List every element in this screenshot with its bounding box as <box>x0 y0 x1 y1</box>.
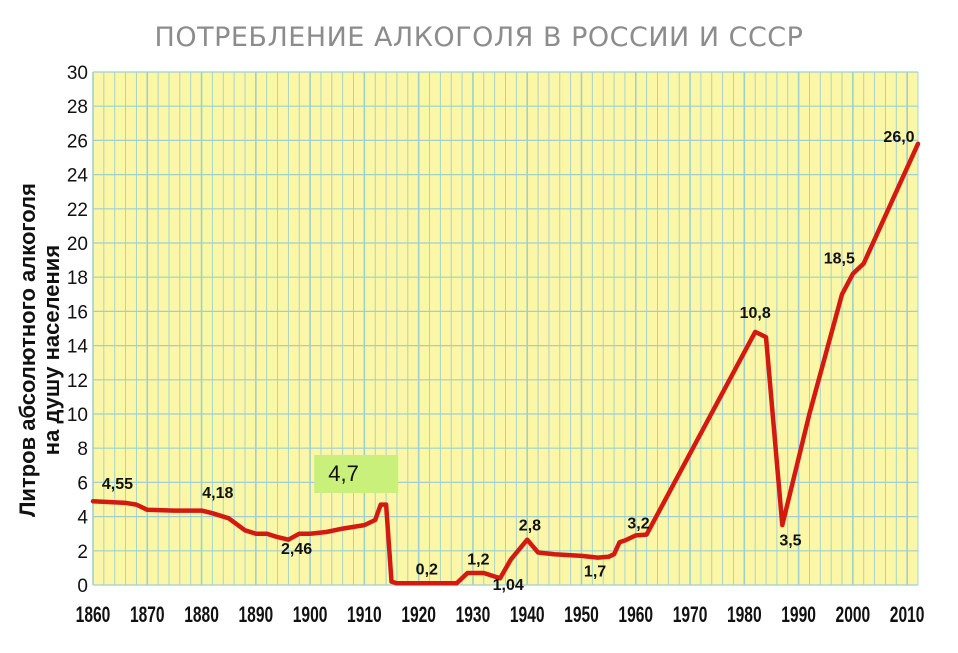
x-tick-label: 1940 <box>510 604 545 628</box>
x-tick-label: 1860 <box>76 604 111 628</box>
data-label: 2,46 <box>281 541 312 558</box>
data-label: 26,0 <box>883 129 914 146</box>
x-tick-label: 1950 <box>564 604 599 628</box>
y-tick-label: 30 <box>67 63 88 84</box>
data-label: 10,8 <box>740 305 771 322</box>
series-line <box>90 141 921 586</box>
y-tick-label: 20 <box>67 234 88 255</box>
y-tick-label: 26 <box>67 131 88 152</box>
x-tick-label: 1870 <box>130 604 165 628</box>
data-label: 4,18 <box>202 485 233 502</box>
y-tick-label: 24 <box>67 166 89 187</box>
y-tick-label: 8 <box>77 439 88 460</box>
x-tick-label: 1980 <box>727 604 762 628</box>
data-label: 0,2 <box>416 562 438 579</box>
y-tick-label: 2 <box>77 542 88 563</box>
y-tick-label: 0 <box>77 576 88 597</box>
data-label: 4,55 <box>102 476 133 493</box>
x-tick-label: 1880 <box>184 604 219 628</box>
y-tick-label: 22 <box>67 200 88 221</box>
data-label: 3,2 <box>627 516 649 533</box>
data-label: 1,04 <box>493 577 524 594</box>
data-label: 18,5 <box>824 251 855 268</box>
x-tick-label: 1990 <box>781 604 816 628</box>
x-tick-label: 2000 <box>836 604 871 628</box>
x-tick-label: 1960 <box>618 604 653 628</box>
x-tick-label: 2010 <box>890 604 925 628</box>
data-label-box <box>314 454 399 493</box>
x-tick-label: 1970 <box>673 604 708 628</box>
data-label: 3,5 <box>779 533 801 550</box>
chart-title: ПОТРЕБЛЕНИЕ АЛКОГОЛЯ В РОССИИ И СССР <box>154 22 804 53</box>
data-label: 1,7 <box>584 563 606 580</box>
data-label: 4,7 <box>328 461 359 486</box>
data-labels: 4,55 4,18 2,46 4,7 0,2 1,21,04 2,8 1,7 3,2 10,8 3,… <box>102 129 915 594</box>
x-tick-label: 1920 <box>401 604 436 628</box>
data-label: 1,2 <box>467 551 489 568</box>
x-tick-label: 1930 <box>456 604 491 628</box>
y-tick-label: 4 <box>77 508 88 529</box>
x-tick-label: 1910 <box>347 604 382 628</box>
y-tick-label: 18 <box>67 268 88 289</box>
y-tick-label: 28 <box>67 97 88 118</box>
y-tick-label: 14 <box>67 337 89 358</box>
y-tick-label: 10 <box>67 405 88 426</box>
x-tick-label: 1900 <box>293 604 328 628</box>
series-group <box>90 141 921 586</box>
x-tick-label: 1890 <box>239 604 274 628</box>
data-label: 2,8 <box>519 517 541 534</box>
y-tick-label: 6 <box>77 473 88 494</box>
y-tick-label: 12 <box>67 371 88 392</box>
y-tick-label: 16 <box>67 302 88 323</box>
x-tick-labels: 1860 1870 1880 1890 1900 1910 1920 1930 1940 1950… <box>76 604 925 628</box>
